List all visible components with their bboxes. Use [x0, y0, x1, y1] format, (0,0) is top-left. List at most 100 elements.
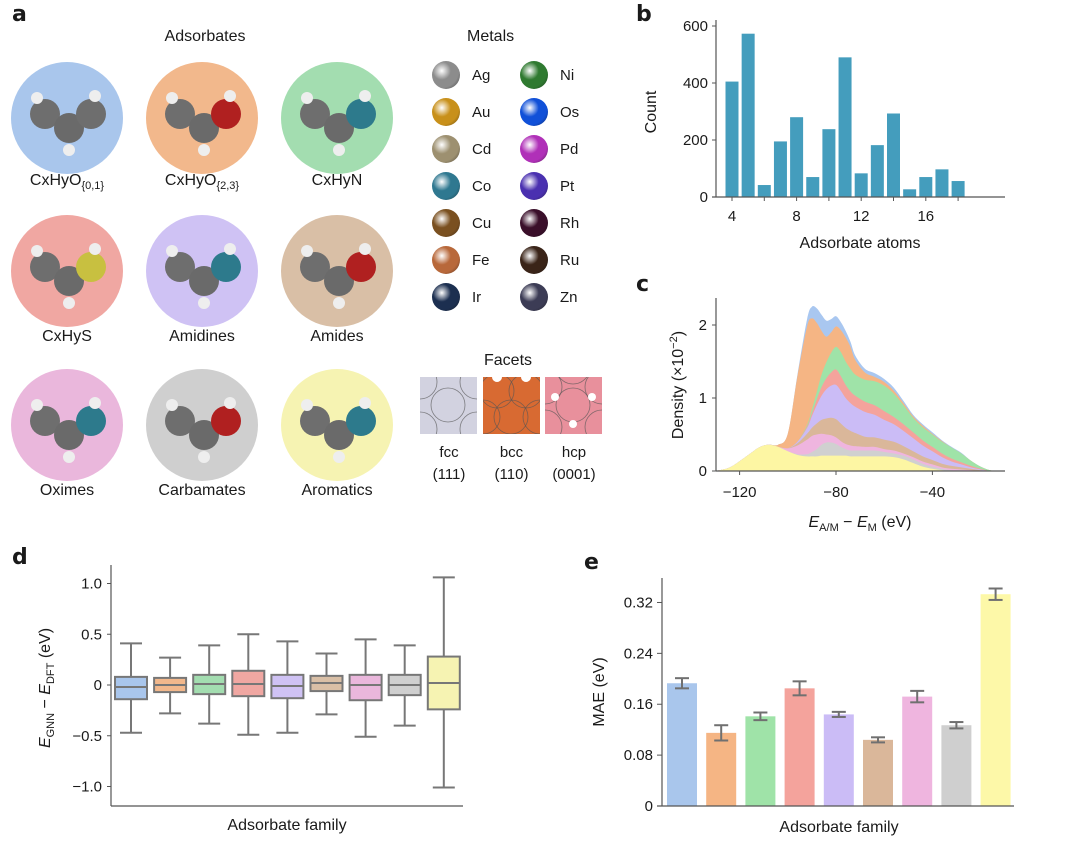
metal-sphere-icon: [432, 283, 460, 311]
metal-fe: Fe: [432, 246, 490, 274]
hydrogen-ball: [198, 144, 210, 156]
facet-fcc-tile: [420, 377, 477, 434]
adsorbate-label-main: Oximes: [39, 482, 95, 499]
atom-ball: [165, 252, 195, 282]
atom-ball: [54, 266, 84, 296]
atom-ball: [189, 420, 219, 450]
x-tick-label: 12: [853, 208, 870, 225]
hydrogen-ball: [333, 297, 345, 309]
histogram-bar: [806, 177, 820, 197]
box-cxhyn: [192, 644, 227, 725]
metal-symbol: Pd: [560, 140, 579, 158]
metal-zn: Zn: [520, 283, 578, 311]
histogram-bar: [854, 173, 868, 197]
density-area-aromatics: [716, 444, 1000, 471]
mae-bar-cxhyn: [745, 716, 776, 806]
atom-ball: [189, 266, 219, 296]
adsorbate-amides-circle: [281, 215, 393, 327]
y-tick-label: 200: [683, 132, 708, 149]
histogram-bar: [870, 145, 884, 197]
adsorbate-label: Amides: [267, 328, 407, 346]
box-cxhys: [231, 633, 266, 736]
facet-name: bcc: [499, 444, 524, 461]
y-tick-label: 0: [94, 677, 102, 694]
facet-atom-outline: [493, 399, 528, 434]
facet-background: [420, 377, 477, 434]
facet-bcc-tile: [482, 377, 540, 434]
atom-ball: [30, 406, 60, 436]
y-axis-label: Density (×10−2): [668, 331, 687, 439]
facet-fcc-label: fcc (111): [419, 442, 479, 486]
hydrogen-ball: [63, 297, 75, 309]
histogram-bar: [903, 189, 917, 197]
metal-symbol: Pt: [560, 177, 575, 195]
box-cxhyo-0-1: [114, 642, 148, 734]
box-aromatics: [426, 576, 461, 789]
metal-rh: Rh: [520, 209, 579, 237]
metal-ir: Ir: [432, 283, 481, 311]
hydrogen-ball: [224, 90, 236, 102]
x-tick-label: 8: [792, 208, 800, 225]
hydrogen-ball: [31, 399, 43, 411]
metal-sphere-icon: [432, 172, 460, 200]
facet-index: (110): [494, 466, 529, 483]
hydrogen-ball: [198, 451, 210, 463]
metal-cu: Cu: [432, 209, 491, 237]
box-amidines: [270, 640, 305, 734]
metal-sphere-icon: [520, 283, 548, 311]
adsorbate-label-main: Carbamates: [158, 482, 246, 499]
y-tick-label: 0: [699, 463, 707, 480]
adsorbate-label-subscript: {2,3}: [216, 180, 240, 193]
molecule-icon: [30, 90, 106, 156]
mae-bar-cxhyo-2-3: [706, 732, 737, 806]
facet-site: [520, 377, 531, 382]
facet-atom-outline: [545, 377, 563, 405]
metal-symbol: Ni: [560, 66, 575, 84]
atom-ball: [165, 99, 195, 129]
hydrogen-ball: [359, 90, 371, 102]
metal-symbol: Ru: [560, 251, 580, 269]
molecule-icon: [300, 243, 376, 309]
metal-sphere-icon: [520, 172, 548, 200]
box-amides: [309, 652, 344, 716]
atom-ball: [346, 406, 376, 436]
atom-ball: [76, 99, 106, 129]
metal-sphere-icon: [432, 98, 460, 126]
x-axis-label: EA/M − EM (eV): [809, 514, 912, 534]
y-tick-label: 1: [699, 390, 707, 407]
adsorbate-label: Carbamates: [132, 482, 272, 500]
adsorbate-label: Oximes: [0, 482, 137, 500]
facet-atom-outline: [558, 377, 588, 385]
metal-pd: Pd: [520, 135, 578, 163]
metal-co: Co: [432, 172, 491, 200]
hydrogen-ball: [301, 245, 313, 257]
mae-bar-carbamates: [941, 725, 972, 806]
metal-symbol: Fe: [472, 251, 490, 269]
facet-atom-outline: [459, 411, 477, 434]
x-axis-label: Adsorbate family: [227, 817, 346, 834]
boxplot-chart: −1.0 −0.5 0 0.5 1.0 Adsorbate family EGNN − ED…: [37, 565, 463, 834]
y-tick-label: 0: [700, 189, 708, 206]
facet-atom-outline: [545, 409, 563, 434]
adsorbate-label: Aromatics: [267, 482, 407, 500]
x-axis-label: Adsorbate atoms: [800, 235, 921, 252]
facet-site: [588, 393, 596, 401]
hydrogen-ball: [63, 451, 75, 463]
facet-site: [569, 420, 577, 428]
atom-ball: [346, 99, 376, 129]
metal-sphere-icon: [432, 246, 460, 274]
histogram-bar: [725, 81, 739, 197]
metal-symbol: Cu: [472, 214, 492, 232]
facet-hcp-label: hcp (0001): [544, 442, 604, 486]
facet-bcc-label: bcc (110): [482, 442, 542, 486]
hydrogen-ball: [301, 92, 313, 104]
facet-atom-outline: [420, 411, 438, 434]
hydrogen-ball: [31, 92, 43, 104]
error-bar: [949, 721, 964, 730]
histogram-bar: [838, 57, 852, 197]
metal-sphere-icon: [520, 209, 548, 237]
atom-ball: [165, 406, 195, 436]
x-tick-label: 4: [728, 208, 736, 225]
facet-atom-outline: [584, 409, 602, 434]
